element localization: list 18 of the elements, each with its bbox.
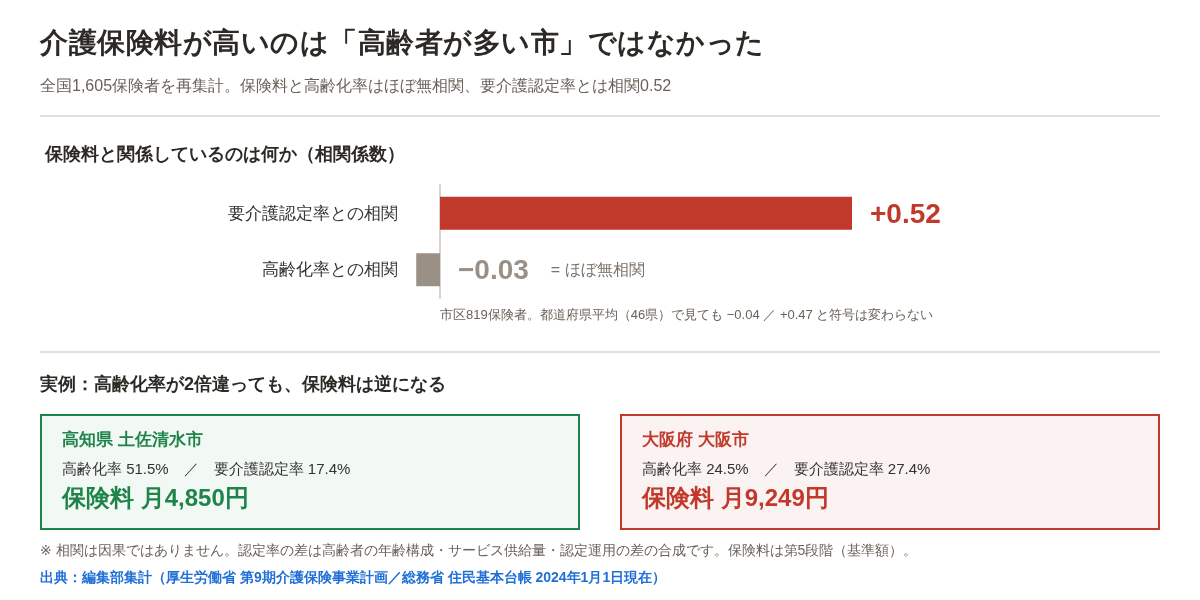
text: 高知県 土佐清水市 bbox=[62, 430, 204, 451]
y-tick-label: 要介護認定率との相関 bbox=[228, 203, 398, 223]
text: 介護保険料が高いのは「高齢者が多い市」ではなかった bbox=[40, 26, 766, 60]
text: 高齢化率 51.5% ／ 要介護認定率 17.4% bbox=[62, 460, 352, 479]
source-note: 出典：編集部集計（厚生労働省 第9期介護保険事業計画／総務省 住民基本台帳 2024年1月1日現在） bbox=[40, 568, 668, 586]
text: ※ 相関は因果ではありません。認定率の差は高齢者の年齢構成・サービス供給量・認定運用の差の合成です。保険料は第5段階（基準額）。 bbox=[40, 542, 919, 559]
annotation: = ほぼ無相関 bbox=[550, 261, 645, 279]
text: 実例：高齢化率が2倍違っても、保険料は逆になる bbox=[40, 374, 447, 396]
y-tick-label: 高齢化率との相関 bbox=[262, 260, 398, 280]
data-label: −0.03 bbox=[458, 254, 529, 286]
text: 保険料 月9,249円 bbox=[642, 484, 830, 514]
data-label: +0.52 bbox=[870, 197, 941, 229]
text: 高齢化率 24.5% ／ 要介護認定率 27.4% bbox=[642, 460, 932, 479]
text: 保険料と関係しているのは何か（相関係数） bbox=[44, 144, 405, 164]
text: 保険料 月4,850円 bbox=[62, 484, 250, 514]
text: 全国1,605保険者を再集計。保険料と高齢化率はほぼ無相関、要介護認定率とは相関0.52 bbox=[40, 75, 673, 95]
text: 大阪府 大阪市 bbox=[642, 430, 750, 451]
text: 市区819保険者。都道府県平均（46県）で見ても −0.04 ／ +0.47 と符号は変わらない bbox=[440, 307, 934, 322]
